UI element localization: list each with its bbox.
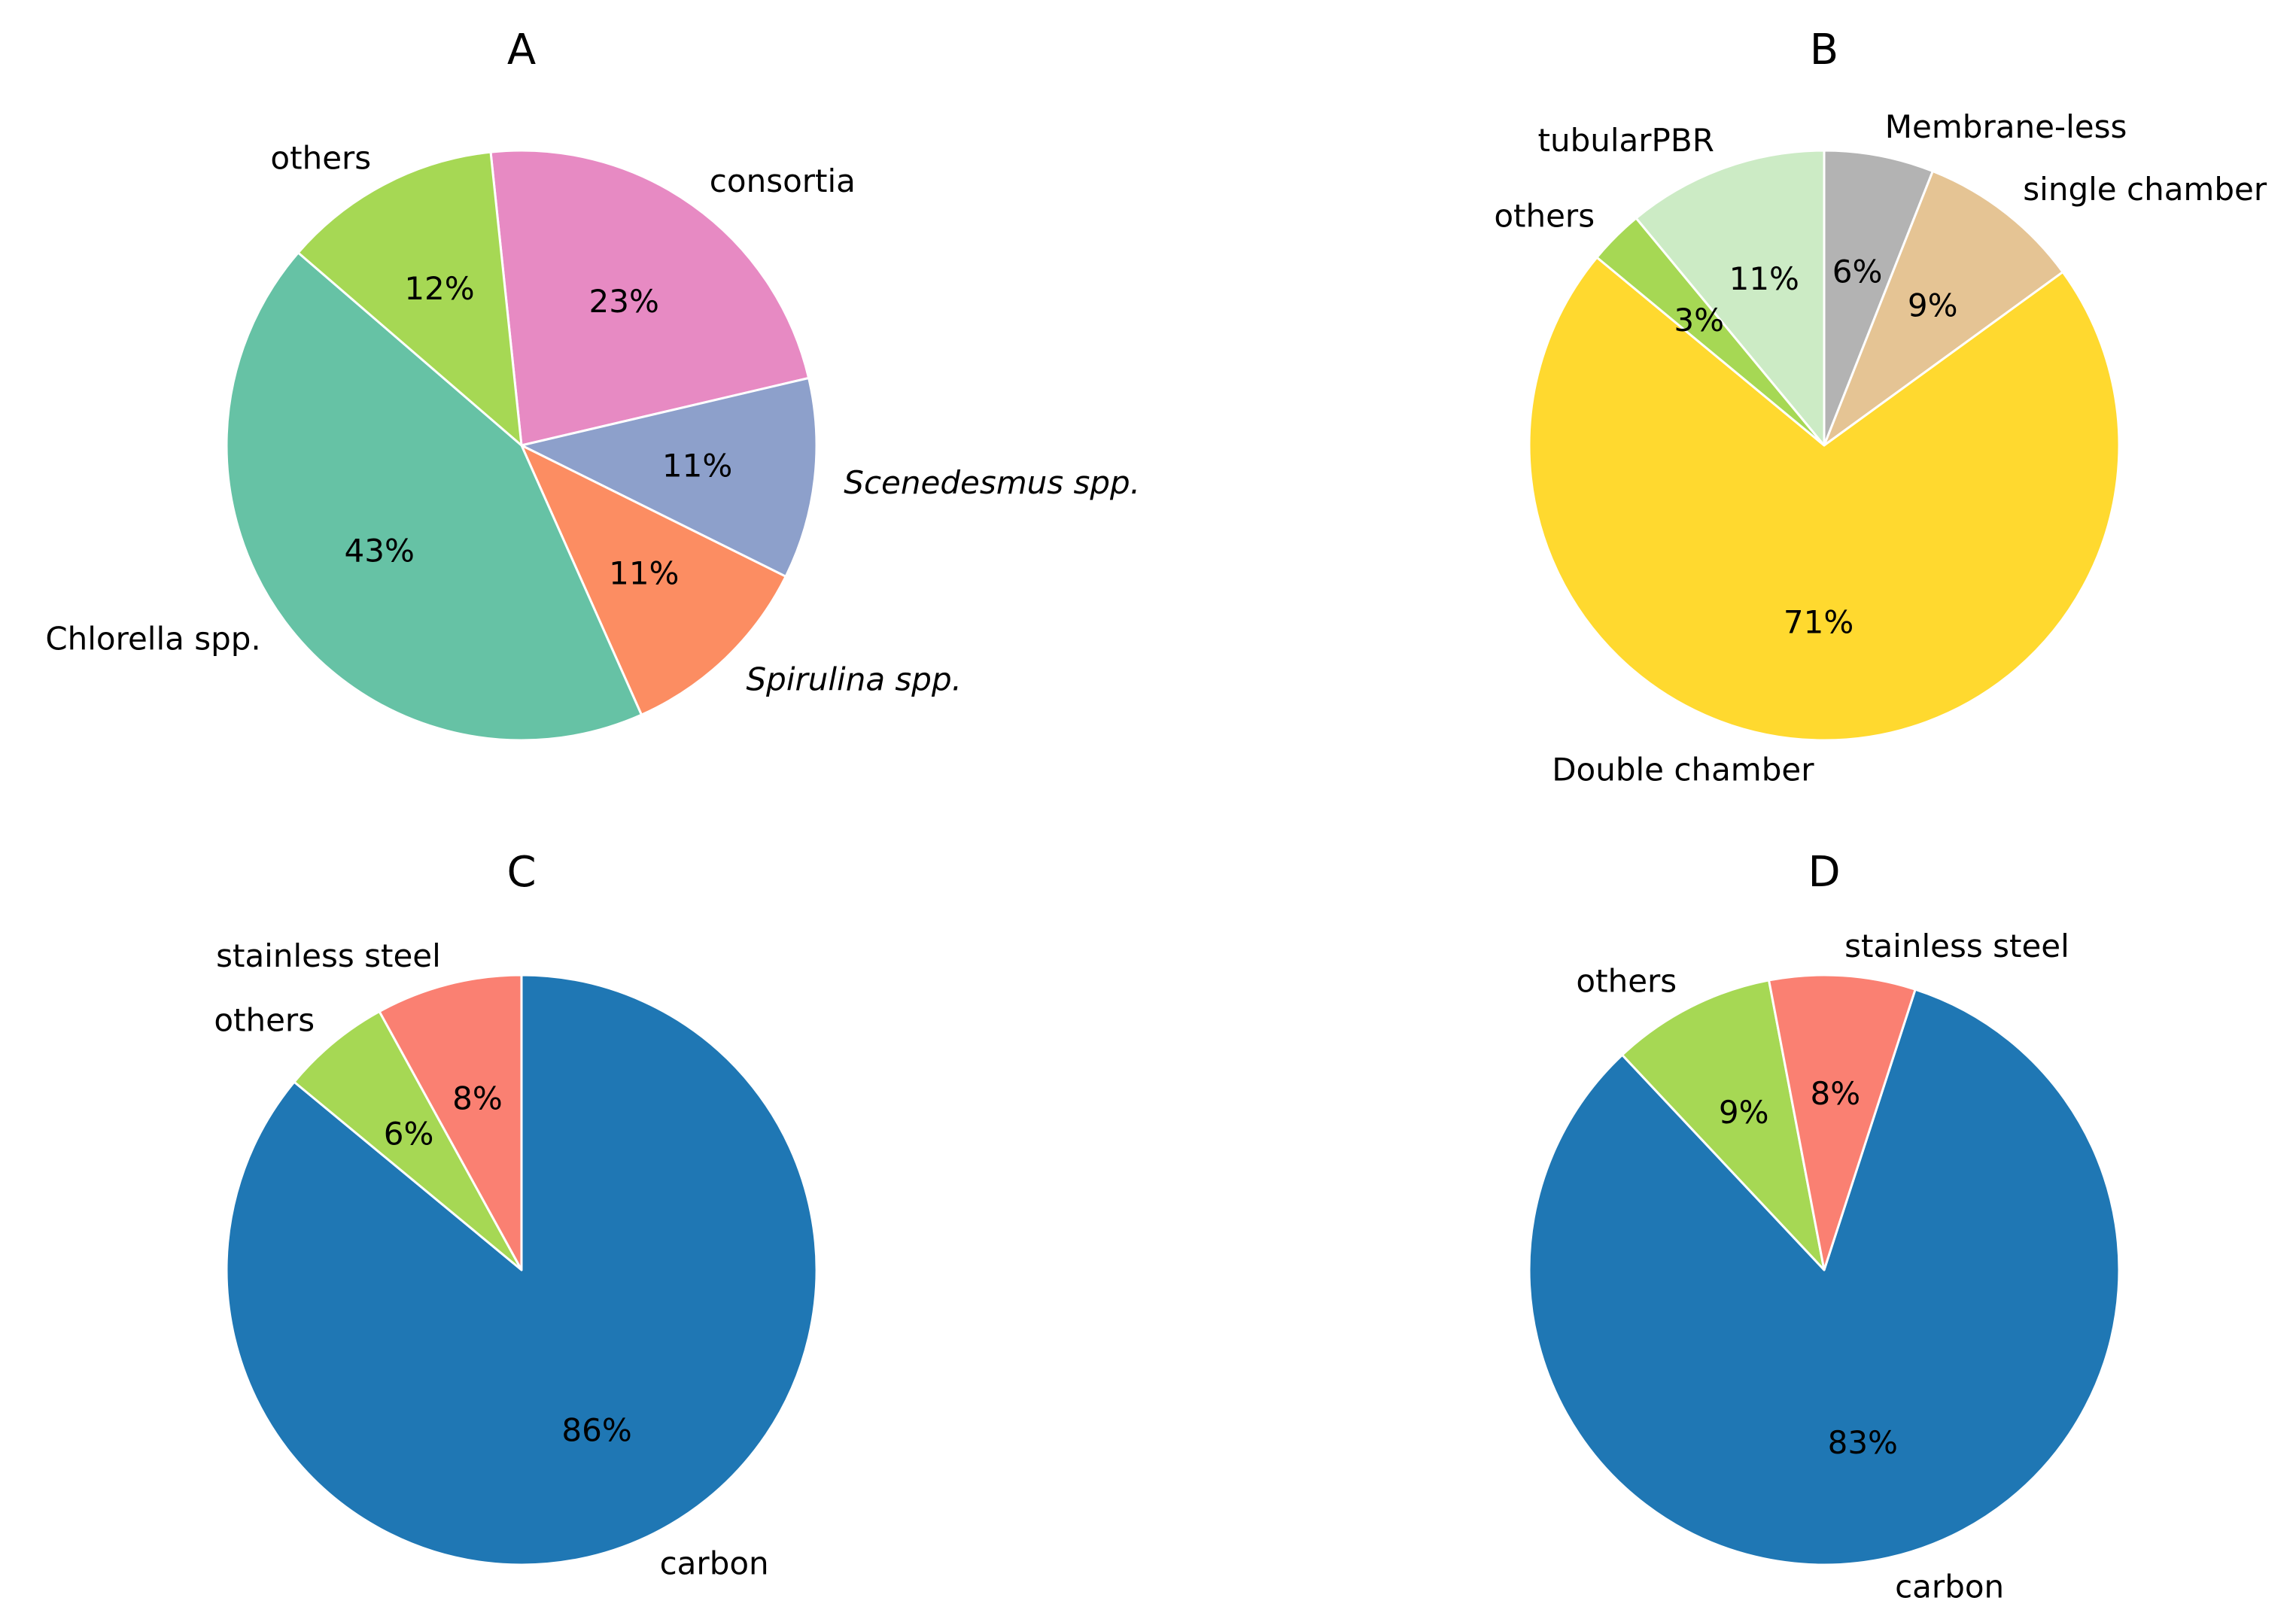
pie-d-pct-carbon: 83% <box>1828 1424 1898 1461</box>
pie-b-wedge-membrane-less <box>1823 149 1934 447</box>
pie-a-wedges <box>225 149 818 742</box>
panel-title-b: B <box>1810 26 1838 74</box>
pie-a-pct-chlorella-spp: 43% <box>345 533 415 570</box>
pie-b-wedges <box>1528 149 2121 742</box>
pie-a-wedge-scenedesmus-spp <box>520 376 818 578</box>
pie-c-label-others: others <box>214 1001 315 1038</box>
panel-title-c: C <box>506 848 536 897</box>
pie-c-slice-labels: carbon others stainless steel <box>214 937 768 1582</box>
pie-d-label-others: others <box>1576 962 1677 999</box>
pie-b-percent-labels: 6% 9% 71% 3%11% <box>1674 254 1957 641</box>
pie-c-label-carbon: carbon <box>660 1545 769 1582</box>
pie-d-slice-labels: carbon others stainless steel <box>1576 928 2069 1605</box>
pie-b-pct-double-chamber: 71% <box>1784 604 1854 641</box>
pie-c-percent-labels: 86% 6% 8% <box>384 1080 632 1449</box>
panel-title-a: A <box>507 26 536 74</box>
pie-panel-d: D 83% 9% 8% carbon others stainless steel <box>1528 848 2121 1605</box>
pie-a-label-others: others <box>270 139 371 176</box>
pie-c-label-stainless-steel: stainless steel <box>216 937 441 974</box>
pie-b-wedge-single-chamber <box>1823 170 2064 447</box>
pie-d-wedge-others <box>1621 979 1826 1271</box>
pie-b-label-double-chamber: Double chamber <box>1552 752 1814 788</box>
pie-a-label-spirulina-spp: Spirulina spp. <box>747 661 962 698</box>
pie-a-wedge-others <box>297 150 523 447</box>
pie-panel-c: C 86% 6% 8% carbon others stainless steel <box>214 848 818 1582</box>
pie-a-pct-consortia: 23% <box>589 283 659 320</box>
pie-b-pct-others: 3% <box>1674 302 1724 339</box>
pie-c-pct-carbon: 86% <box>561 1411 631 1448</box>
pie-panel-a: A 23% 11% 11% 43% 12% consortia Scenedesmus s… <box>45 26 1140 742</box>
pie-a-pct-spirulina-spp: 11% <box>609 554 679 591</box>
pie-a-label-chlorella-spp: Chlorella spp. <box>45 621 260 658</box>
pie-b-label-others: others <box>1494 198 1595 235</box>
pie-d-label-stainless-steel: stainless steel <box>1844 928 2069 964</box>
pie-b-wedge-tubularpbr <box>1635 149 1826 447</box>
pie-c-wedge-others <box>293 1010 523 1271</box>
pie-a-slice-labels: consortia Scenedesmus spp. Spirulina spp. C… <box>45 139 1140 697</box>
pie-b-pct-tubularpbr: 11% <box>1729 260 1799 297</box>
pie-d-pct-others: 9% <box>1719 1094 1769 1131</box>
pie-a-wedge-consortia <box>489 149 810 447</box>
pie-c-pct-stainless-steel: 8% <box>452 1080 503 1117</box>
panel-title-d: D <box>1808 848 1840 897</box>
pie-a-percent-labels: 23% 11% 11% 43% 12% <box>345 270 733 591</box>
pie-b-wedge-double-chamber <box>1528 256 2121 742</box>
pie-a-label-scenedesmus-spp: Scenedesmus spp. <box>844 464 1140 501</box>
pie-d-wedge-carbon <box>1528 988 2121 1566</box>
pie-d-label-carbon: carbon <box>1895 1568 2004 1605</box>
pie-panel-b: B 6% 9% 71% 3%11% Membrane-less single chamb… <box>1494 26 2267 788</box>
pie-c-pct-others: 6% <box>384 1115 434 1152</box>
pie-a-pct-others: 12% <box>404 270 474 307</box>
pie-b-pct-single-chamber: 9% <box>1908 287 1958 324</box>
pie-d-percent-labels: 83% 9% 8% <box>1719 1075 1898 1461</box>
pie-b-label-single-chamber: single chamber <box>2023 171 2267 208</box>
pie-b-pct-membrane-less: 6% <box>1832 254 1883 290</box>
pie-a-wedge-spirulina-spp <box>520 444 787 716</box>
pie-c-wedges <box>225 974 818 1566</box>
pie-d-wedge-stainless-steel <box>1768 974 1917 1271</box>
pie-b-label-tubularpbr: tubularPBR <box>1538 122 1714 159</box>
pie-d-wedges <box>1528 974 2121 1566</box>
pie-c-wedge-stainless-steel <box>378 974 523 1271</box>
pie-b-label-membrane-less: Membrane-less <box>1885 108 2127 145</box>
pie-a-pct-scenedesmus-spp: 11% <box>662 448 732 484</box>
pie-b-slice-labels: Membrane-less single chamber Double chambe… <box>1494 108 2267 788</box>
pie-a-wedge-chlorella-spp <box>225 251 643 742</box>
pie-d-pct-stainless-steel: 8% <box>1810 1075 1860 1112</box>
pie-a-label-consortia: consortia <box>710 163 856 199</box>
